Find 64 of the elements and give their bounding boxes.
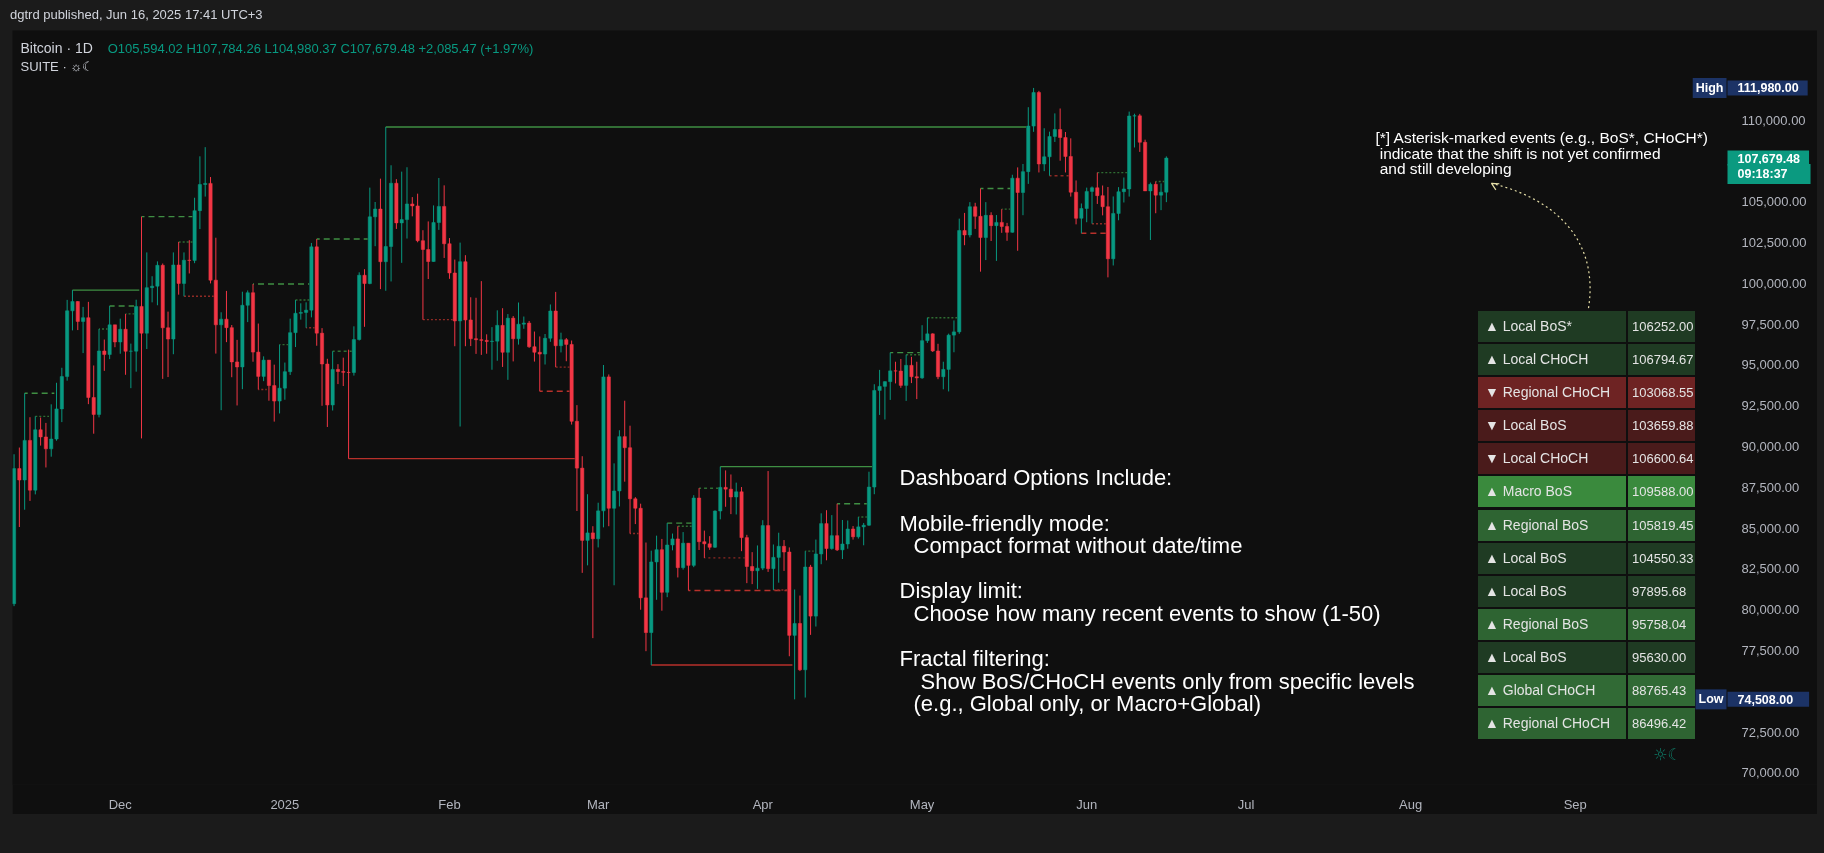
y-tick-label: 95,000.00 bbox=[1741, 357, 1800, 373]
x-tick-label: 2025 bbox=[270, 796, 300, 812]
y-tick-label: 85,000.00 bbox=[1741, 520, 1800, 536]
annotation: 103659.88 bbox=[1628, 410, 1695, 442]
text: dgtrd published, Jun 16, 2025 17:41 UTC+3 bbox=[10, 6, 263, 24]
annotation: 74,508.00 bbox=[1737, 692, 1794, 707]
annotation: ▲ Global CHoCH bbox=[1478, 675, 1626, 707]
annotation: ▲ Local BoS bbox=[1478, 575, 1626, 607]
y-tick-label: 77,500.00 bbox=[1741, 643, 1800, 659]
x-tick-label: Dec bbox=[108, 796, 133, 812]
annotation: 95758.04 bbox=[1628, 608, 1695, 640]
annotation: 107,679.48 bbox=[1737, 151, 1801, 166]
annotation: ▼ Local CHoCH bbox=[1478, 443, 1626, 475]
annotation: High bbox=[1695, 80, 1724, 95]
annotation: 88765.43 bbox=[1628, 675, 1695, 707]
annotation: Low bbox=[1698, 692, 1724, 707]
x-tick-label: Jun bbox=[1076, 796, 1098, 812]
annotation: 95630.00 bbox=[1628, 641, 1695, 673]
y-tick-label: 110,000.00 bbox=[1741, 112, 1806, 128]
annotation: 86496.42 bbox=[1628, 708, 1695, 740]
annotation: ▼ Regional CHoCH bbox=[1478, 377, 1626, 409]
annotation: ▲ Regional BoS bbox=[1478, 509, 1626, 541]
y-tick-label: 70,000.00 bbox=[1741, 765, 1800, 781]
y-tick-label: 72,500.00 bbox=[1741, 724, 1800, 740]
annotation: ▲ Local BoS* bbox=[1478, 311, 1626, 342]
annotation: 111,980.00 bbox=[1737, 81, 1799, 96]
x-tick-label: Sep bbox=[1563, 796, 1587, 812]
y-tick-label: 90,000.00 bbox=[1741, 439, 1800, 455]
y-tick-label: 80,000.00 bbox=[1741, 602, 1800, 618]
annotation: SUITE · ☼☾ bbox=[20, 58, 95, 74]
annotation: 104550.33 bbox=[1628, 542, 1695, 574]
annotation: 106600.64 bbox=[1628, 443, 1695, 475]
annotation: Dashboard Options Include: Mobile-friendly mode: Compact format without date/time Display limit: Choose how many recent events to show (1-50) Fractal filtering: Show BoS/CHoCH events only from specific levels (e.g., Global only, or Macro+Global) bbox=[899, 465, 1415, 717]
annotation: ▲ Local BoS bbox=[1478, 542, 1626, 574]
annotation: 09:18:37 bbox=[1737, 167, 1788, 182]
annotation: [*] Asterisk-marked events (e.g., BoS*, CHoCH*) indicate that the shift is not yet confirmed and still developing bbox=[1375, 128, 1709, 178]
annotation: 106794.67 bbox=[1628, 344, 1695, 376]
annotation: ▼ Local BoS bbox=[1478, 410, 1626, 442]
text: Bitcoin · 1D bbox=[20, 40, 93, 57]
x-tick-label: May bbox=[909, 796, 935, 812]
x-tick-label: Mar bbox=[586, 796, 611, 812]
annotation: ▲ Macro BoS bbox=[1478, 476, 1626, 508]
annotation: 109588.00 bbox=[1628, 476, 1695, 508]
annotation: ▲ Local BoS bbox=[1478, 641, 1626, 673]
annotation: ▲ Regional BoS bbox=[1478, 608, 1626, 640]
annotation: 103068.55 bbox=[1628, 377, 1695, 409]
annotation: ▲ Regional CHoCH bbox=[1478, 708, 1626, 740]
y-tick-label: 92,500.00 bbox=[1741, 398, 1800, 414]
y-tick-label: 105,000.00 bbox=[1741, 194, 1807, 210]
y-tick-label: 100,000.00 bbox=[1741, 275, 1807, 291]
x-tick-label: Jul bbox=[1237, 796, 1255, 812]
annotation: ☼☾ bbox=[1653, 745, 1682, 765]
x-tick-label: Aug bbox=[1399, 796, 1423, 812]
x-tick-label: Apr bbox=[752, 796, 774, 812]
annotation: 106252.00 bbox=[1628, 311, 1695, 342]
x-tick-label: Feb bbox=[438, 796, 461, 812]
text: O105,594.02 H107,784.26 L104,980.37 C107,679.48 +2,085.47 (+1.97%) bbox=[107, 40, 534, 56]
annotation: 105819.45 bbox=[1628, 509, 1695, 541]
y-tick-label: 82,500.00 bbox=[1741, 561, 1800, 577]
annotation: ▲ Local CHoCH bbox=[1478, 344, 1626, 376]
annotation: 97895.68 bbox=[1628, 575, 1695, 607]
y-tick-label: 97,500.00 bbox=[1741, 316, 1800, 332]
y-tick-label: 102,500.00 bbox=[1741, 235, 1807, 251]
y-tick-label: 87,500.00 bbox=[1741, 479, 1800, 495]
